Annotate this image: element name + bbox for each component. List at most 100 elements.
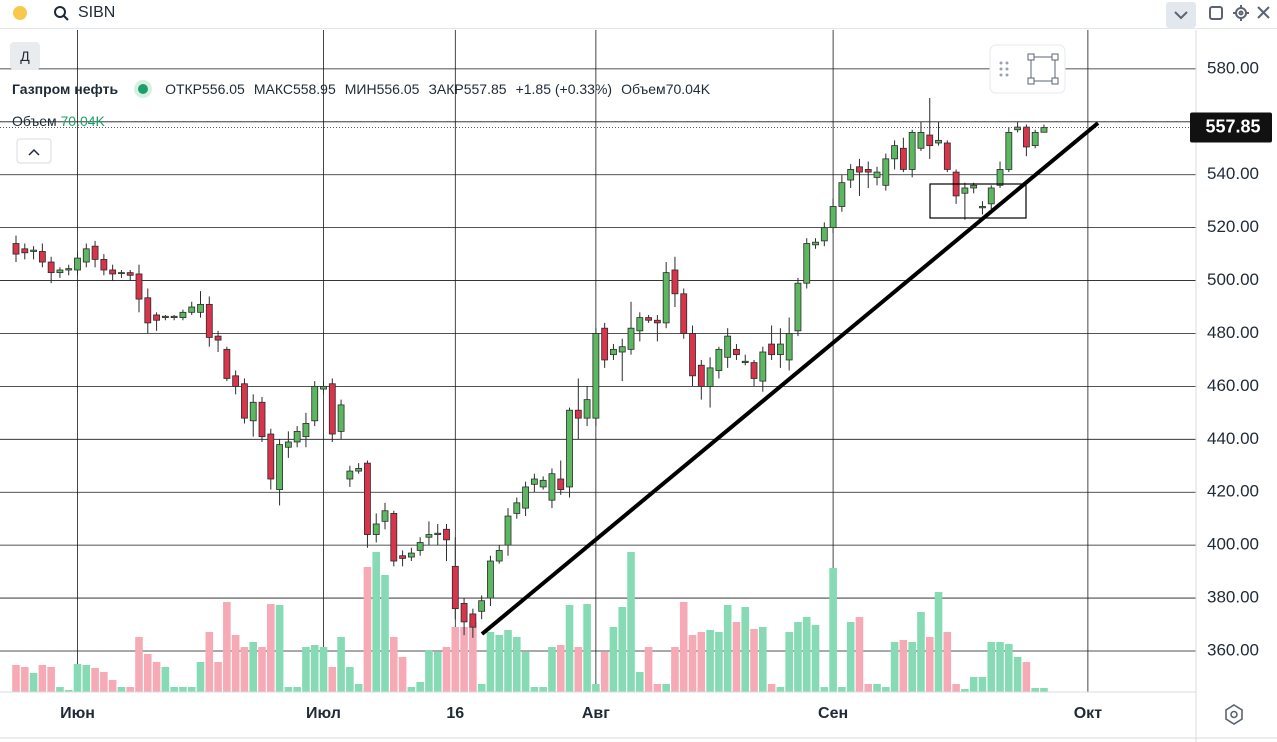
change: +1.85 (+0.33%) — [515, 81, 613, 97]
candle-body — [768, 343, 775, 356]
axis-settings-button[interactable] — [1225, 704, 1243, 725]
interval-button[interactable]: Д — [10, 42, 40, 70]
collapse-icon — [28, 148, 40, 156]
volume-bar — [38, 665, 47, 692]
status-indicator — [138, 84, 149, 94]
y-tick-label: 520.00 — [1207, 217, 1259, 236]
volume-bar — [433, 652, 442, 692]
candle-body — [812, 241, 819, 246]
last-price-badge — [1190, 112, 1272, 143]
candle-body — [899, 147, 907, 170]
candle-body — [987, 187, 995, 205]
candle-body — [979, 206, 986, 209]
dropdown-button[interactable] — [1166, 2, 1196, 28]
candle-body — [320, 386, 327, 390]
search-icon[interactable] — [54, 6, 69, 21]
volume-bar — [811, 625, 820, 692]
volume-bar — [855, 617, 864, 692]
candle-body — [135, 273, 143, 300]
volume-legend: Объем 70.04K — [12, 113, 105, 129]
volume-bar — [319, 647, 328, 692]
volume-bar — [961, 689, 969, 692]
rectangle-tool[interactable] — [1027, 53, 1059, 85]
volume-value: 70.04K — [60, 113, 105, 129]
volume-bar — [723, 605, 732, 692]
candle-body — [495, 550, 503, 562]
candle-body — [653, 319, 661, 324]
candle-body — [451, 565, 459, 610]
candle-body — [372, 523, 380, 535]
y-tick-label: 400.00 — [1207, 535, 1259, 554]
candle-body — [680, 293, 688, 334]
candle-body — [539, 479, 547, 488]
candle-body — [1022, 126, 1030, 148]
close-button[interactable] — [1257, 6, 1270, 19]
candle-body — [513, 502, 521, 514]
settings-button[interactable] — [1233, 5, 1249, 21]
volume-bar — [477, 684, 486, 692]
volume-bar — [706, 630, 714, 692]
candle-body — [943, 142, 951, 170]
volume-bar — [12, 665, 20, 692]
volume-bar — [469, 622, 477, 692]
candle-body — [935, 139, 942, 144]
candle-body — [346, 470, 354, 480]
candle-body — [750, 362, 758, 379]
candle-body — [733, 348, 740, 356]
candle-body — [847, 169, 855, 181]
candle-body — [776, 343, 784, 356]
volume-bar — [846, 622, 855, 692]
candle-body — [785, 333, 793, 361]
candle-body — [759, 351, 767, 382]
status-dot — [13, 6, 27, 20]
x-tick-label: Июл — [306, 705, 341, 722]
candle-body — [118, 272, 125, 275]
open-label: ОТКР — [165, 81, 202, 97]
y-tick-label: 380.00 — [1207, 588, 1259, 607]
y-tick-label: 580.00 — [1207, 58, 1259, 77]
candle-body — [926, 134, 934, 147]
candle-body — [153, 314, 160, 321]
volume-bar — [908, 642, 916, 692]
volume-bar — [548, 647, 556, 692]
candle-body — [276, 444, 283, 490]
volume-bar — [363, 567, 372, 692]
search-text[interactable]: SIBN — [78, 4, 116, 21]
candle-body — [205, 303, 213, 338]
candle-body — [1040, 127, 1048, 133]
candle-body — [328, 383, 336, 435]
candle-body — [530, 478, 538, 485]
volume-bar — [750, 629, 758, 692]
volume-bar — [969, 677, 978, 692]
candle-body — [21, 248, 29, 254]
volume-bar — [1022, 662, 1031, 692]
volume-label: Объем — [12, 113, 57, 129]
candle-body — [1005, 131, 1013, 170]
drag-handle[interactable] — [999, 61, 1009, 77]
candle-body — [794, 282, 802, 332]
volume-bar — [1005, 644, 1013, 692]
y-tick-label: 360.00 — [1207, 640, 1259, 659]
y-tick-label: 440.00 — [1207, 429, 1259, 448]
candle-body — [610, 348, 617, 356]
candle-body — [65, 268, 73, 271]
candle-body — [583, 399, 591, 419]
volume-bar — [346, 667, 354, 692]
volume-bar — [161, 667, 170, 692]
volume-bar — [231, 635, 240, 692]
candle-body — [908, 131, 916, 170]
volume-bar — [741, 607, 750, 692]
candle-body — [864, 169, 872, 173]
volume-bar — [732, 622, 741, 692]
instrument-name: Газпром нефть — [12, 81, 119, 97]
volume-bar — [1040, 687, 1048, 692]
volume-bar — [1013, 657, 1022, 692]
window-button[interactable] — [1209, 6, 1223, 20]
volume-bar — [943, 632, 952, 692]
volume-bar — [73, 664, 82, 692]
volume-bar — [688, 635, 697, 692]
candle-body — [566, 409, 573, 488]
volume-bar — [20, 667, 29, 692]
volume-bar — [170, 687, 178, 692]
